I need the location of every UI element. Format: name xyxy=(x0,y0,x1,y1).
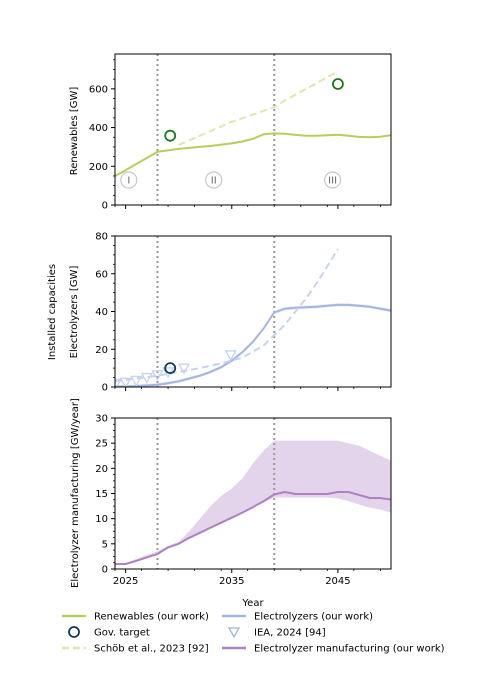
iea-marker xyxy=(140,372,153,384)
legend-label: Gov. target xyxy=(94,628,150,639)
phase-label: II xyxy=(211,176,217,187)
reference-series-line xyxy=(115,248,339,383)
legend-label: Renewables (our work) xyxy=(94,612,209,623)
x-tick-label: 2025 xyxy=(113,576,138,587)
iea-marker xyxy=(119,377,132,387)
y-tick-label: 600 xyxy=(89,84,108,95)
reference-series-line xyxy=(178,70,339,146)
y-tick-label: 80 xyxy=(95,232,108,243)
x-axis-label: Year xyxy=(241,598,264,609)
series-line xyxy=(115,132,391,177)
phase-label-circle xyxy=(205,171,223,189)
gov-target-marker xyxy=(164,129,177,142)
legend-swatch xyxy=(68,626,80,638)
phase-label-circle xyxy=(324,171,342,189)
y-tick-label: 200 xyxy=(89,162,108,173)
y-tick-label: 30 xyxy=(95,414,108,425)
panel-renewables-ylabel: Renewables [GW] xyxy=(69,87,80,176)
gov-target-marker xyxy=(164,362,177,375)
y-tick-label: 60 xyxy=(95,269,108,280)
panel-electrolyzers: Electrolyzers [GW] 0 20 40 60 80 xyxy=(69,232,392,394)
y-tick-label: 0 xyxy=(102,201,108,212)
legend-item: Gov. target xyxy=(68,626,150,639)
legend-label: Schöb et al., 2023 [92] xyxy=(94,644,209,655)
legend: Renewables (our work) Electrolyzers (our … xyxy=(62,612,445,655)
legend-item: Electrolyzer manufacturing (our work) xyxy=(222,644,445,655)
panel-electrolyzers-ylabel: Electrolyzers [GW] xyxy=(69,266,80,359)
plot-area xyxy=(115,236,391,387)
uncertainty-band xyxy=(115,440,391,564)
y-tick-label: 0 xyxy=(102,383,108,394)
legend-label: Electrolyzer manufacturing (our work) xyxy=(254,644,445,655)
series-line xyxy=(115,303,391,387)
legend-label: Electrolyzers (our work) xyxy=(254,612,373,623)
x-tick-label: 2035 xyxy=(219,576,244,587)
electrolyzer-band xyxy=(115,303,391,387)
y-tick-label: 400 xyxy=(89,123,108,134)
iea-marker xyxy=(224,350,237,362)
y-tick-label: 0 xyxy=(102,565,108,576)
legend-item: IEA, 2024 [94] xyxy=(227,627,326,639)
legend-swatch xyxy=(227,627,241,639)
y-tick-label: 15 xyxy=(95,489,108,500)
phase-label-circle xyxy=(120,171,138,189)
iea-marker xyxy=(177,363,191,375)
iea-marker xyxy=(115,378,123,387)
legend-item: Renewables (our work) xyxy=(62,612,209,623)
legend-label: IEA, 2024 [94] xyxy=(254,628,326,639)
legend-item: Schöb et al., 2023 [92] xyxy=(62,644,209,655)
iea-marker xyxy=(130,375,143,387)
panel-manufacturing-ylabel: Electrolyzer manufacturing [GW/year] xyxy=(70,398,81,588)
axes-frame xyxy=(114,53,392,206)
y-tick-label: 25 xyxy=(95,439,108,450)
series-line xyxy=(115,491,391,565)
y-tick-label: 40 xyxy=(95,307,108,318)
plot-area xyxy=(115,54,391,205)
phase-label: III xyxy=(328,176,337,187)
panel-manufacturing: Electrolyzer manufacturing [GW/year] Yea… xyxy=(70,398,392,609)
y-tick-label: 20 xyxy=(95,464,108,475)
y-tick-label: 10 xyxy=(95,514,108,525)
x-tick-label: 2045 xyxy=(325,576,350,587)
y-tick-label: 5 xyxy=(102,539,108,550)
y-tick-label: 20 xyxy=(95,345,108,356)
shared-ylabel: Installed capacities xyxy=(47,264,58,360)
plot-area xyxy=(115,418,391,569)
legend-item: Electrolyzers (our work) xyxy=(222,612,373,623)
gov-target-marker xyxy=(332,78,344,90)
axes-frame xyxy=(114,235,392,388)
phase-label: I xyxy=(127,176,130,187)
iea-marker xyxy=(151,370,164,382)
